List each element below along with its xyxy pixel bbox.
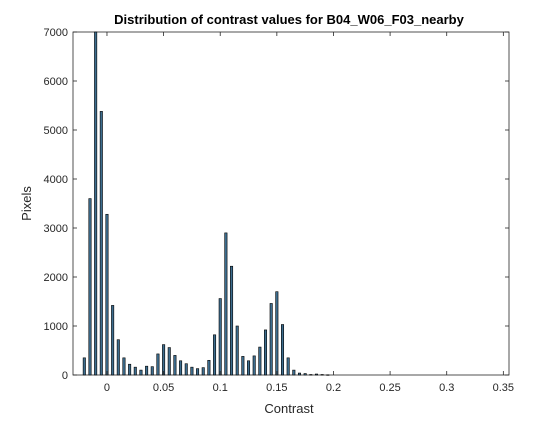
histogram-bar (314, 373, 318, 376)
histogram-bar (167, 347, 171, 376)
x-tick-label: 0.05 (153, 382, 174, 394)
histogram-bar (82, 357, 86, 376)
histogram-bar (128, 363, 132, 376)
x-tick-label: 0.15 (266, 382, 287, 394)
histogram-bar (156, 353, 160, 376)
histogram-bar (286, 357, 290, 376)
histogram-bar (309, 374, 313, 376)
histogram-bar (122, 357, 126, 376)
y-tick-label: 1000 (44, 321, 68, 333)
histogram-bar (326, 374, 330, 376)
histogram-bar (184, 363, 188, 376)
histogram-bar (224, 232, 228, 376)
histogram-bar (133, 366, 137, 376)
chart-title: Distribution of contrast values for B04_… (114, 12, 464, 27)
histogram-bar (292, 369, 296, 376)
histogram-bar (275, 291, 279, 376)
histogram-bar (99, 111, 103, 376)
histogram-bar (116, 339, 120, 376)
histogram-bar (207, 359, 211, 376)
y-tick-label: 4000 (44, 174, 68, 186)
x-tick-label: 0.2 (326, 382, 341, 394)
y-tick-label: 2000 (44, 272, 68, 284)
histogram-bar (269, 303, 273, 376)
x-tick-label: 0.3 (439, 382, 454, 394)
histogram-bar (190, 366, 194, 376)
histogram-bar (258, 346, 262, 376)
histogram-bar (94, 31, 98, 376)
histogram-bar (297, 372, 301, 376)
histogram-bar (139, 369, 143, 376)
y-tick-label: 6000 (44, 76, 68, 88)
histogram-bar (320, 374, 324, 376)
histogram-bar (235, 325, 239, 376)
histogram-bar (162, 344, 166, 376)
histogram-bar (218, 298, 222, 376)
y-tick-label: 5000 (44, 125, 68, 137)
y-tick-label: 7000 (44, 27, 68, 39)
x-tick-label: 0.35 (493, 382, 514, 394)
histogram-bar (201, 367, 205, 376)
histogram-bar (264, 329, 268, 376)
histogram-bar (213, 334, 217, 376)
histogram-bar (230, 265, 234, 376)
histogram-bar (88, 198, 92, 376)
histogram-bar (150, 366, 154, 376)
histogram-bar (111, 305, 115, 376)
histogram-bar (145, 365, 149, 376)
y-tick-label: 3000 (44, 223, 68, 235)
x-axis-ticks: 0 0.05 0.1 0.15 0.2 0.25 0.3 0.35 (104, 32, 514, 394)
histogram-bar (173, 355, 177, 376)
plot-area: 0 0.05 0.1 0.15 0.2 0.25 0.3 0.35 0 1000 2000 3000… (44, 27, 515, 394)
x-axis-label: Contrast (264, 401, 314, 416)
x-tick-label: 0.25 (379, 382, 400, 394)
histogram-bar (281, 324, 285, 376)
histogram-bar (105, 213, 109, 376)
y-tick-label: 0 (62, 370, 68, 382)
x-tick-label: 0 (104, 382, 110, 394)
histogram-bar (303, 373, 307, 376)
axes-box (72, 31, 510, 376)
y-axis-label: Pixels (19, 186, 34, 221)
histogram-bar (252, 355, 256, 376)
histogram-bar (179, 360, 183, 376)
histogram-bar (247, 360, 251, 376)
histogram-bar (241, 356, 245, 376)
x-tick-label: 0.1 (213, 382, 228, 394)
histogram-bar (196, 368, 200, 376)
y-axis-ticks: 0 1000 2000 3000 4000 5000 6000 7000 (44, 27, 509, 382)
